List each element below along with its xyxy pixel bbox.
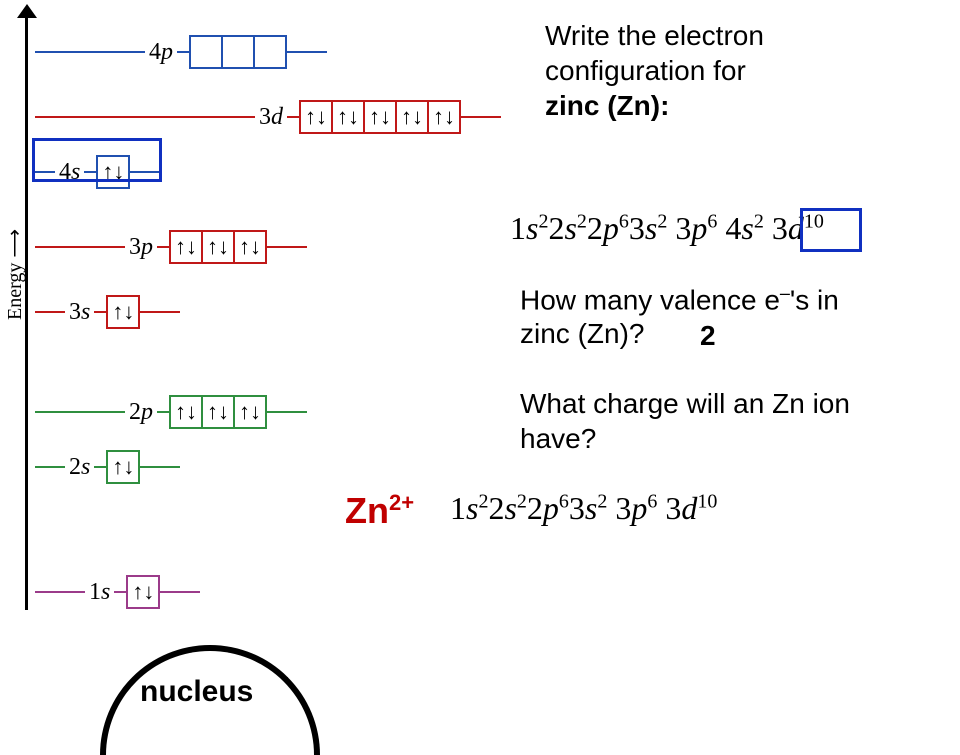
orbital-boxes: ↑↓↑↓↑↓↑↓↑↓ (299, 100, 461, 134)
orbital-label: 3p (129, 234, 153, 261)
orbital-box: ↑↓ (299, 100, 333, 134)
question-2-line-2: zinc (Zn)? (520, 318, 644, 350)
question-2-line-1: How many valence e–'s in (520, 283, 839, 317)
orbital-boxes: ↑↓ (126, 575, 160, 609)
axis-arrowhead-icon (17, 4, 37, 18)
orbital-box: ↑↓ (363, 100, 397, 134)
nucleus-label: nucleus (140, 675, 253, 709)
electron-config-zn-ion: 1s22s22p63s2 3p6 3d10 (450, 490, 717, 527)
orbital-boxes: ↑↓ (106, 295, 140, 329)
orbital-box (253, 35, 287, 69)
orbital-boxes (189, 35, 287, 69)
orbital-box: ↑↓ (201, 395, 235, 429)
orbital-label: 4p (149, 39, 173, 66)
orbital-boxes: ↑↓↑↓↑↓ (169, 230, 267, 264)
orbital-box: ↑↓ (233, 395, 267, 429)
orbital-level-l3s: 3s ↑↓ (35, 295, 180, 329)
orbital-box: ↑↓ (427, 100, 461, 134)
energy-axis-label: Energy ⟶ (2, 229, 27, 320)
ion-symbol: Zn2+ (345, 490, 414, 532)
question-1-line-1: Write the electron (545, 20, 764, 52)
orbital-box: ↑↓ (331, 100, 365, 134)
question-3-line-2: have? (520, 423, 596, 455)
highlight-4s2-term (800, 208, 862, 252)
orbital-label: 2p (129, 399, 153, 426)
orbital-level-l1s: 1s ↑↓ (35, 575, 200, 609)
orbital-box: ↑↓ (106, 450, 140, 484)
orbital-level-l2s: 2s ↑↓ (35, 450, 180, 484)
orbital-box (221, 35, 255, 69)
orbital-box: ↑↓ (169, 395, 203, 429)
orbital-box (189, 35, 223, 69)
question-1-line-2: configuration for (545, 55, 746, 87)
orbital-box: ↑↓ (126, 575, 160, 609)
orbital-box: ↑↓ (233, 230, 267, 264)
electron-config-zn: 1s22s22p63s2 3p6 4s2 3d10 (510, 210, 824, 247)
orbital-boxes: ↑↓↑↓↑↓ (169, 395, 267, 429)
orbital-level-l3d: 3d↑↓↑↓↑↓↑↓↑↓ (35, 100, 501, 134)
orbital-box: ↑↓ (201, 230, 235, 264)
answer-valence-count: 2 (700, 320, 716, 352)
orbital-label: 1s (89, 579, 110, 606)
highlight-4s-orbital (32, 138, 162, 182)
orbital-label: 3d (259, 104, 283, 131)
orbital-level-l2p: 2p↑↓↑↓↑↓ (35, 395, 307, 429)
question-1-line-3: zinc (Zn): (545, 90, 669, 122)
orbital-label: 3s (69, 299, 90, 326)
orbital-box: ↑↓ (395, 100, 429, 134)
question-3-line-1: What charge will an Zn ion (520, 388, 850, 420)
orbital-boxes: ↑↓ (106, 450, 140, 484)
energy-text: Energy (4, 263, 26, 320)
orbital-level-l3p: 3p↑↓↑↓↑↓ (35, 230, 307, 264)
orbital-label: 2s (69, 454, 90, 481)
orbital-level-l4p: 4p (35, 35, 327, 69)
orbital-box: ↑↓ (169, 230, 203, 264)
orbital-box: ↑↓ (106, 295, 140, 329)
